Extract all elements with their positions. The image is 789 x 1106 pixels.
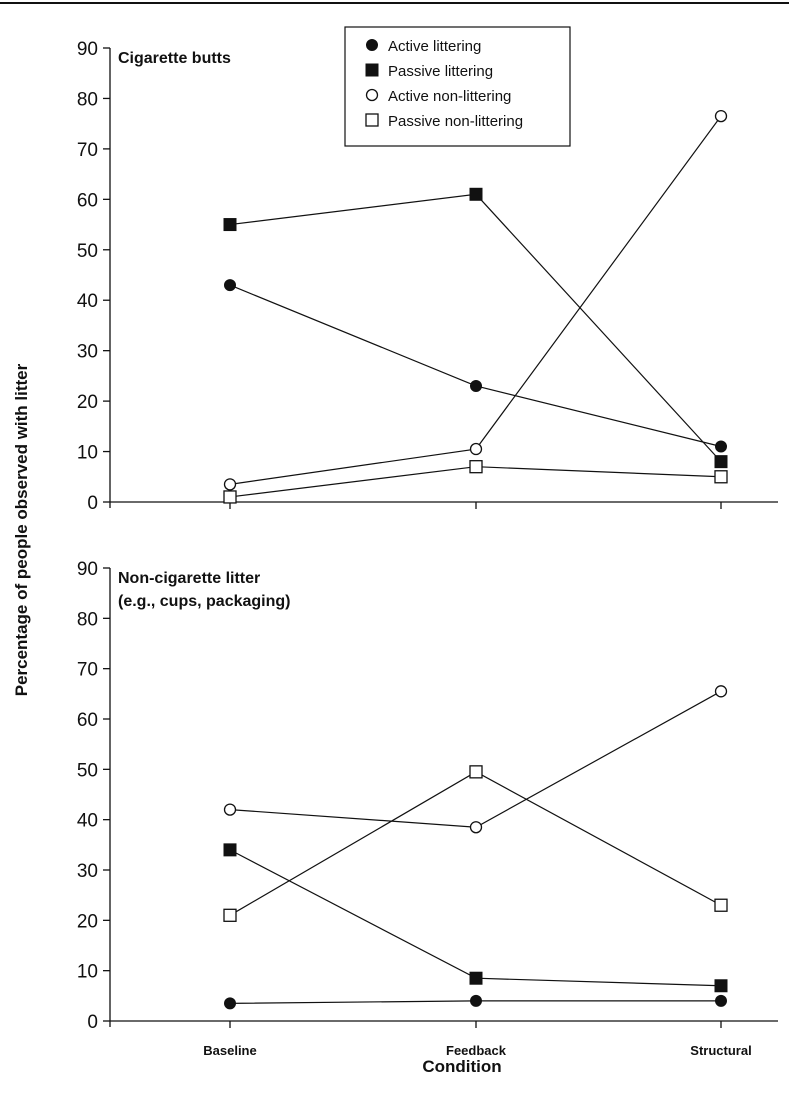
legend-marker-active-non-littering bbox=[365, 88, 379, 102]
series-line-active-littering bbox=[229, 284, 722, 448]
legend-label: Passive littering bbox=[388, 63, 493, 80]
y-tick-label: 0 bbox=[87, 493, 98, 514]
y-tick-label: 30 bbox=[77, 861, 98, 882]
panel-subtitle: (e.g., cups, packaging) bbox=[118, 593, 290, 610]
data-point-passive-non-littering bbox=[714, 898, 728, 912]
data-point-active-non-littering bbox=[223, 803, 237, 816]
x-tick-label: Structural bbox=[690, 1043, 751, 1058]
y-tick-label: 0 bbox=[87, 1012, 98, 1033]
legend-box bbox=[344, 26, 571, 147]
y-tick-label: 30 bbox=[77, 342, 98, 363]
y-tick-label: 70 bbox=[77, 140, 98, 161]
y-tick-label: 10 bbox=[77, 962, 98, 983]
panel-title: Cigarette butts bbox=[118, 50, 231, 67]
y-tick-label: 60 bbox=[77, 190, 98, 211]
series-line-active-non-littering bbox=[229, 115, 722, 485]
series-line-active-non-littering bbox=[229, 690, 722, 828]
data-point-active-non-littering bbox=[223, 478, 237, 491]
x-tick-label: Feedback bbox=[446, 1043, 507, 1058]
y-tick-label: 20 bbox=[77, 911, 98, 932]
legend-label: Passive non-littering bbox=[388, 113, 523, 130]
series-line-passive-littering bbox=[229, 849, 722, 987]
y-axis-label: Percentage of people observed with litte… bbox=[12, 363, 31, 696]
data-point-passive-non-littering bbox=[223, 908, 237, 922]
panel-non-cigarette-litter: 0 10 20 30 40 50 60 70 80 90 Baseline Feedback Struc… bbox=[77, 559, 778, 1058]
y-tick-label: 10 bbox=[77, 443, 98, 464]
data-point-active-littering bbox=[715, 994, 727, 1007]
series-line-passive-littering bbox=[229, 193, 722, 463]
data-point-passive-littering bbox=[714, 455, 728, 469]
legend-marker-passive-non-littering bbox=[365, 113, 379, 127]
x-axis-label: Condition bbox=[422, 1057, 501, 1076]
data-point-passive-littering bbox=[469, 971, 483, 985]
series-line-passive-non-littering bbox=[229, 771, 722, 916]
data-point-passive-non-littering bbox=[223, 490, 237, 504]
y-tick-label: 80 bbox=[77, 89, 98, 110]
y-tick-label: 20 bbox=[77, 392, 98, 413]
y-tick-label: 40 bbox=[77, 811, 98, 832]
panel-title: Non-cigarette litter bbox=[118, 570, 260, 587]
data-point-passive-non-littering bbox=[469, 765, 483, 779]
y-tick-label: 50 bbox=[77, 241, 98, 262]
legend-marker-passive-littering bbox=[365, 63, 379, 77]
y-tick-label: 80 bbox=[77, 609, 98, 630]
legend-marker-active-littering bbox=[366, 39, 378, 51]
y-tick-label: 60 bbox=[77, 710, 98, 731]
data-point-active-non-littering bbox=[714, 685, 728, 698]
data-point-passive-littering bbox=[469, 187, 483, 201]
y-tick-label: 70 bbox=[77, 660, 98, 681]
legend: Active littering Passive littering Active … bbox=[344, 26, 571, 147]
y-tick-label: 40 bbox=[77, 291, 98, 312]
data-point-passive-non-littering bbox=[469, 460, 483, 474]
legend-label: Active littering bbox=[388, 38, 481, 55]
data-point-passive-littering bbox=[223, 843, 237, 857]
data-point-passive-littering bbox=[714, 979, 728, 993]
data-point-active-littering bbox=[470, 994, 482, 1007]
data-point-active-littering bbox=[224, 279, 236, 292]
data-point-active-littering bbox=[715, 440, 727, 453]
legend-label: Active non-littering bbox=[388, 88, 511, 105]
data-point-active-littering bbox=[470, 379, 482, 392]
y-tick-label: 90 bbox=[77, 559, 98, 580]
x-tick-label: Baseline bbox=[203, 1043, 256, 1058]
data-point-passive-littering bbox=[223, 218, 237, 232]
y-tick-label: 50 bbox=[77, 760, 98, 781]
panel-cigarette-butts: 0 10 20 30 40 50 60 70 80 90 Cigarette butts Active… bbox=[77, 26, 778, 514]
data-point-active-non-littering bbox=[469, 442, 483, 456]
y-tick-label: 90 bbox=[77, 39, 98, 60]
data-point-active-littering bbox=[224, 997, 236, 1010]
data-point-active-non-littering bbox=[469, 821, 483, 834]
data-point-passive-non-littering bbox=[714, 470, 728, 484]
data-point-active-non-littering bbox=[714, 109, 728, 123]
